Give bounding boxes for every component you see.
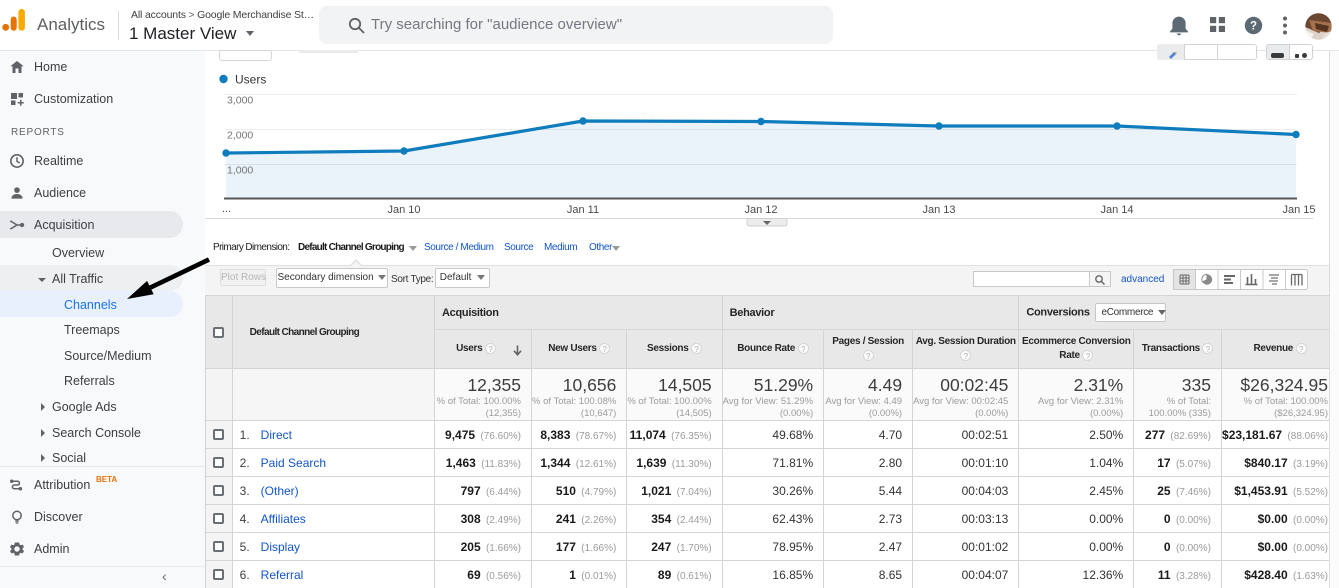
svg-text:3,000: 3,000 (227, 95, 253, 107)
svg-text:2,000: 2,000 (227, 130, 253, 142)
svg-text:Jan 12: Jan 12 (744, 204, 777, 216)
svg-text:Jan 15: Jan 15 (1282, 204, 1315, 216)
svg-text:Jan 13: Jan 13 (922, 204, 955, 216)
svg-text:?: ? (1250, 21, 1257, 33)
svg-text:Jan 10: Jan 10 (387, 204, 420, 216)
svg-text:Users: Users (235, 73, 266, 87)
svg-text:...: ... (222, 203, 231, 215)
svg-text:Jan 14: Jan 14 (1100, 204, 1133, 216)
svg-text:Jan 11: Jan 11 (567, 204, 599, 216)
svg-text:1,000: 1,000 (227, 165, 253, 177)
